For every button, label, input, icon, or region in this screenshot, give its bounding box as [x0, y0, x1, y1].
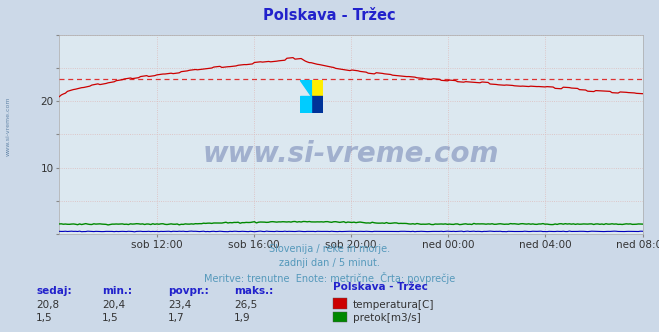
Text: maks.:: maks.: [234, 286, 273, 296]
Polygon shape [312, 96, 323, 113]
Text: 20,4: 20,4 [102, 300, 125, 310]
Text: sedaj:: sedaj: [36, 286, 72, 296]
Text: 1,5: 1,5 [36, 313, 53, 323]
Text: 23,4: 23,4 [168, 300, 191, 310]
Text: zadnji dan / 5 minut.: zadnji dan / 5 minut. [279, 258, 380, 268]
Text: 1,9: 1,9 [234, 313, 250, 323]
Text: povpr.:: povpr.: [168, 286, 209, 296]
Polygon shape [300, 96, 312, 113]
Text: Slovenija / reke in morje.: Slovenija / reke in morje. [269, 244, 390, 254]
Text: pretok[m3/s]: pretok[m3/s] [353, 313, 420, 323]
Text: Polskava - Tržec: Polskava - Tržec [263, 8, 396, 23]
Text: min.:: min.: [102, 286, 132, 296]
Text: 1,7: 1,7 [168, 313, 185, 323]
Polygon shape [312, 80, 323, 96]
Text: 1,5: 1,5 [102, 313, 119, 323]
Text: Meritve: trenutne  Enote: metrične  Črta: povprečje: Meritve: trenutne Enote: metrične Črta: … [204, 272, 455, 284]
Text: 20,8: 20,8 [36, 300, 59, 310]
Polygon shape [300, 80, 312, 96]
Text: www.si-vreme.com: www.si-vreme.com [5, 96, 11, 156]
Polygon shape [312, 80, 323, 96]
Text: www.si-vreme.com: www.si-vreme.com [203, 140, 499, 168]
Text: 26,5: 26,5 [234, 300, 257, 310]
Text: Polskava - Tržec: Polskava - Tržec [333, 283, 428, 292]
Text: temperatura[C]: temperatura[C] [353, 300, 434, 310]
